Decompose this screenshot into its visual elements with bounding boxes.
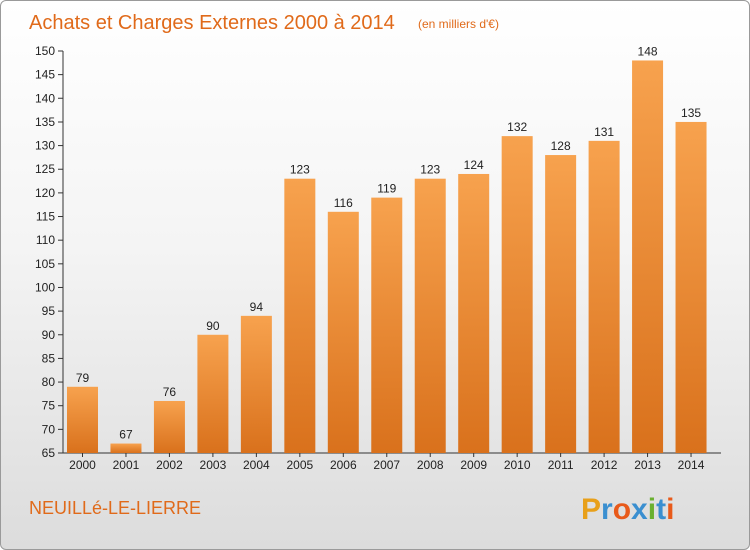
bar-2001 (110, 443, 142, 453)
data-label-2013: 148 (638, 44, 658, 58)
data-label-2012: 131 (594, 125, 614, 139)
y-tick-label: 95 (42, 304, 56, 318)
x-tick-label: 2002 (156, 458, 183, 472)
bar-2010 (501, 136, 533, 454)
data-label-2011: 128 (551, 139, 571, 153)
logo-letter: i (666, 493, 674, 526)
x-tick-label: 2006 (330, 458, 357, 472)
y-ticks: 65 70 75 80 85 90 95 100 105 110 115 120 125 130 135 14… (35, 44, 63, 460)
chart-unit: (en milliers d'€) (418, 17, 499, 31)
bar-2014 (675, 121, 707, 454)
y-tick-label: 70 (42, 422, 56, 436)
y-tick-label: 150 (35, 44, 55, 58)
location-label: NEUILLé-LE-LIERRE (29, 498, 201, 518)
bar-2005 (284, 178, 316, 453)
y-tick-label: 100 (35, 280, 55, 294)
bar-2011 (545, 155, 577, 453)
data-label-2009: 124 (464, 158, 484, 172)
x-tick-label: 2008 (417, 458, 444, 472)
y-tick-label: 125 (35, 162, 55, 176)
logo-letter: P (581, 493, 601, 526)
x-tick-label: 2010 (504, 458, 531, 472)
x-tick-label: 2014 (678, 458, 705, 472)
data-label-2002: 76 (163, 385, 177, 399)
x-tick-label: 2013 (634, 458, 661, 472)
chart-title: Achats et Charges Externes 2000 à 2014 (29, 12, 395, 34)
bar-2008 (414, 178, 446, 453)
data-label-2008: 123 (420, 163, 440, 177)
logo-letter: o (613, 493, 631, 526)
x-tick-label: 2005 (286, 458, 313, 472)
x-tick-label: 2001 (113, 458, 140, 472)
data-label-2014: 135 (681, 106, 701, 120)
data-label-2001: 67 (119, 428, 133, 442)
data-label-2005: 123 (290, 163, 310, 177)
y-tick-label: 110 (36, 233, 55, 247)
bar-2013 (632, 60, 664, 453)
bar-2009 (458, 173, 490, 453)
x-tick-label: 2007 (373, 458, 400, 472)
y-tick-label: 140 (35, 91, 55, 105)
bar-2006 (327, 211, 359, 453)
bar-2007 (371, 197, 403, 453)
data-label-2007: 119 (377, 182, 396, 196)
y-tick-label: 105 (35, 257, 55, 271)
y-tick-label: 85 (42, 351, 56, 365)
proxiti-logo: Proxiti (581, 493, 674, 526)
logo-letter: i (648, 493, 656, 526)
x-tick-label: 2000 (69, 458, 96, 472)
x-tick-label: 2009 (460, 458, 487, 472)
bar-2004 (240, 315, 272, 453)
y-tick-label: 90 (42, 328, 56, 342)
x-tick-label: 2004 (243, 458, 270, 472)
data-label-2010: 132 (507, 120, 527, 134)
y-tick-label: 120 (35, 186, 55, 200)
bar-2003 (197, 334, 229, 453)
y-tick-label: 80 (42, 375, 56, 389)
y-tick-label: 115 (36, 210, 55, 224)
logo-letter: x (631, 493, 648, 526)
data-label-2003: 90 (206, 319, 220, 333)
x-ticks: 2000 2001 2002 2003 2004 2005 2006 2007 2008 2009… (69, 453, 705, 472)
bar-2000 (67, 386, 98, 453)
y-tick-label: 145 (35, 68, 55, 82)
bar-2002 (153, 400, 185, 453)
data-label-2000: 79 (76, 371, 90, 385)
x-tick-label: 2011 (548, 458, 574, 472)
logo-letter: r (601, 493, 613, 526)
y-tick-label: 65 (42, 446, 56, 460)
x-tick-label: 2003 (200, 458, 227, 472)
y-tick-label: 75 (42, 399, 56, 413)
y-tick-label: 135 (35, 115, 55, 129)
logo-letter: t (656, 493, 666, 526)
bar-2012 (588, 140, 620, 453)
data-label-2006: 116 (334, 196, 353, 210)
x-tick-label: 2012 (591, 458, 618, 472)
y-tick-label: 130 (35, 139, 55, 153)
data-label-2004: 94 (250, 300, 264, 314)
bars: 79 67 76 90 94 123 116 119 123 124 132 128 131 148 135 (67, 44, 707, 454)
